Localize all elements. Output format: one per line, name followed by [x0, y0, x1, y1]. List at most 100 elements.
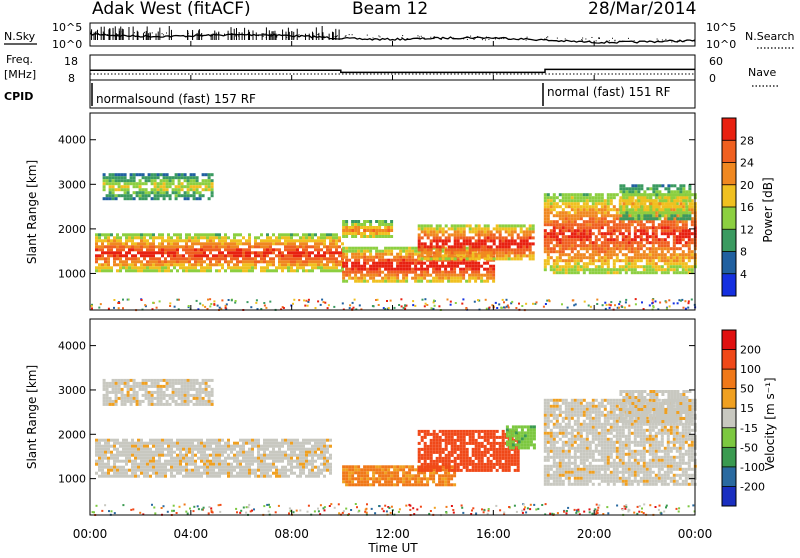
power-echo-cell: [520, 242, 523, 245]
power-echo-cell: [457, 233, 460, 236]
vel-echo-cell: [118, 379, 121, 382]
vel-echo-cell: [239, 439, 242, 442]
power-echo-cell: [387, 229, 390, 232]
power-echo-cell: [532, 242, 535, 245]
power-echo-cell: [351, 256, 354, 259]
power-echo-cell: [574, 235, 577, 238]
power-echo-cell: [568, 205, 571, 208]
power-echo-cell: [475, 233, 478, 236]
power-echo-cell: [625, 265, 628, 268]
power-echo-cell: [441, 274, 444, 277]
power-echo-cell: [430, 230, 433, 233]
power-echo-cell: [490, 245, 493, 248]
power-echo-noise: [511, 301, 513, 303]
power-echo-cell: [450, 271, 453, 274]
power-echo-cell: [613, 271, 616, 274]
power-echo-cell: [345, 259, 348, 262]
power-echo-cell: [239, 233, 242, 236]
power-echo-cell: [550, 199, 553, 202]
power-echo-cell: [381, 262, 384, 265]
power-echo-cell: [366, 229, 369, 232]
power-echo-cell: [565, 265, 568, 268]
power-echo-cell: [131, 233, 134, 236]
power-echo-cell: [511, 224, 514, 227]
power-echo-noise: [231, 299, 233, 301]
power-echo-cell: [460, 257, 463, 260]
power-echo-cell: [354, 226, 357, 229]
power-echo-cell: [496, 230, 499, 233]
power-echo-cell: [547, 208, 550, 211]
power-echo-cell: [508, 254, 511, 257]
power-echo-cell: [514, 251, 517, 254]
power-echo-cell: [430, 227, 433, 230]
power-echo-noise: [328, 304, 330, 306]
power-echo-cell: [544, 247, 547, 250]
power-echo-cell: [601, 271, 604, 274]
power-echo-cell: [520, 257, 523, 260]
power-echo-cell: [133, 179, 136, 182]
power-echo-cell: [607, 265, 610, 268]
power-echo-noise: [422, 299, 424, 301]
power-echo-cell: [366, 250, 369, 253]
power-echo-cell: [363, 280, 366, 283]
noise-search-dot: [686, 40, 687, 41]
vel-echo-cell: [167, 451, 170, 454]
power-echo-cell: [454, 227, 457, 230]
power-echo-cell: [634, 211, 637, 214]
power-echo-cell: [655, 253, 658, 256]
vel-echo-cell: [266, 448, 269, 451]
vel-echo-cell: [173, 451, 176, 454]
vel-echo-cell: [130, 385, 133, 388]
power-echo-cell: [658, 238, 661, 241]
power-echo-cell: [169, 182, 172, 185]
power-echo-cell: [595, 199, 598, 202]
power-echo-cell: [143, 233, 146, 236]
power-echo-cell: [399, 280, 402, 283]
power-echo-cell: [426, 274, 429, 277]
power-echo-cell: [553, 208, 556, 211]
power-echo-cell: [366, 280, 369, 283]
power-echo-cell: [592, 268, 595, 271]
power-echo-cell: [311, 251, 314, 254]
power-echo-cell: [523, 236, 526, 239]
power-echo-cell: [568, 238, 571, 241]
vel-echo-cell: [98, 445, 101, 448]
power-echo-cell: [631, 256, 634, 259]
vel-echo-cell: [215, 439, 218, 442]
power-echo-cell: [140, 233, 143, 236]
power-echo-cell: [574, 199, 577, 202]
power-echo-cell: [95, 245, 98, 248]
power-echo-cell: [203, 233, 206, 236]
power-echo-cell: [505, 227, 508, 230]
vel-echo-cell: [137, 451, 140, 454]
vel-echo-cell: [101, 448, 104, 451]
power-echo-cell: [610, 232, 613, 235]
noise-search-dot: [189, 36, 190, 37]
vel-echo-cell: [218, 460, 221, 463]
power-echo-cell: [607, 202, 610, 205]
power-echo-cell: [673, 205, 676, 208]
noise-search-dot: [622, 41, 623, 42]
vel-echo-cell: [284, 442, 287, 445]
vel-echo-cell: [278, 454, 281, 457]
power-echo-noise: [169, 305, 171, 307]
power-echo-cell: [170, 257, 173, 260]
power-echo-cell: [466, 236, 469, 239]
vel-echo-cell: [317, 466, 320, 469]
power-echo-cell: [505, 242, 508, 245]
power-echo-cell: [242, 242, 245, 245]
power-echo-cell: [172, 179, 175, 182]
power-echo-cell: [610, 220, 613, 223]
power-echo-cell: [396, 277, 399, 280]
power-echo-cell: [634, 199, 637, 202]
power-echo-cell: [604, 208, 607, 211]
noise-search-dot: [238, 36, 239, 37]
power-echo-cell: [496, 248, 499, 251]
power-echo-cell: [673, 208, 676, 211]
power-echo-cell: [145, 197, 148, 200]
vel-echo-cell: [158, 457, 161, 460]
vel-echo-cell: [113, 457, 116, 460]
power-echo-cell: [616, 247, 619, 250]
vel-echo-cell: [152, 454, 155, 457]
power-echo-cell: [381, 271, 384, 274]
